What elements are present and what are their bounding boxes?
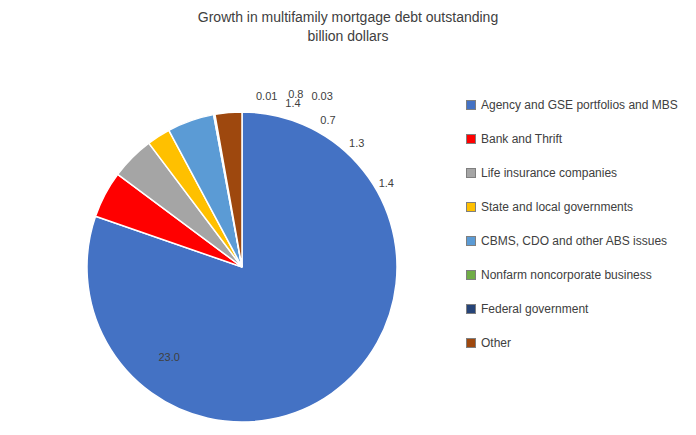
html-text:Nonfarm noncorporate business: Nonfarm noncorporate business — [481, 268, 652, 282]
html-text:Federal government: Federal government — [481, 302, 589, 316]
html-text:CBMS, CDO and other ABS issues: CBMS, CDO and other ABS issues — [481, 234, 668, 248]
svg-text:0.03: 0.03 — [311, 90, 332, 102]
svg-text:1.4: 1.4 — [379, 177, 394, 189]
html-text:Life insurance companies: Life insurance companies — [481, 166, 618, 180]
svg-text:0.8: 0.8 — [288, 88, 303, 100]
html-text:State and local governments: State and local governments — [481, 200, 634, 214]
html-text:Growth in multifamily mortgage: Growth in multifamily mortgage debt outs… — [197, 9, 499, 25]
svg-text:1.4: 1.4 — [285, 96, 301, 109]
html-text:Other: Other — [481, 336, 511, 350]
svg-text:0.7: 0.7 — [320, 114, 335, 126]
svg-text:23.0: 23.0 — [158, 351, 179, 363]
html-text:billion dollars: billion dollars — [307, 28, 389, 44]
html-text:Agency and GSE portfolios and: Agency and GSE portfolios and MBS — [481, 98, 678, 112]
html-text:Bank and Thrift: Bank and Thrift — [481, 132, 563, 146]
svg-text:1.3: 1.3 — [349, 137, 364, 149]
svg-text:0.01: 0.01 — [256, 90, 277, 102]
